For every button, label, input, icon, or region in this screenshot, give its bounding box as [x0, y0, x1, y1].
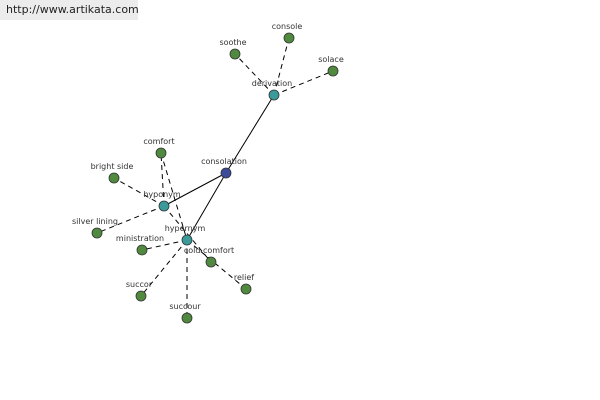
node [108, 172, 120, 184]
edge [186, 172, 227, 241]
site-url[interactable]: http://www.artikata.com [0, 0, 139, 20]
node-label: hypernym [165, 224, 206, 233]
node-label: derivation [252, 79, 292, 88]
node [268, 89, 280, 101]
node-label: hyponym [143, 190, 181, 199]
node [181, 234, 193, 246]
node-label: consolation [201, 157, 247, 166]
node-label: comfort [143, 137, 174, 146]
dashed-edge [186, 239, 247, 290]
node [327, 65, 339, 77]
node-label: succor [126, 280, 153, 289]
dashed-edge [160, 152, 188, 241]
node-label: solace [318, 55, 344, 64]
edge [225, 94, 275, 174]
node [91, 227, 103, 239]
node-label: bright side [91, 162, 134, 171]
node [283, 32, 295, 44]
dashed-edge [163, 205, 212, 263]
edge [163, 172, 227, 207]
node [205, 256, 217, 268]
dashed-edge [141, 239, 188, 251]
dashed-edge [140, 239, 188, 297]
node [181, 312, 193, 324]
node [135, 290, 147, 302]
node-label: ministration [116, 234, 164, 243]
node-label: relief [234, 273, 254, 282]
node [220, 167, 232, 179]
dashed-edge [113, 177, 165, 207]
node [136, 244, 148, 256]
node [158, 200, 170, 212]
dashed-edge [273, 37, 290, 96]
node-label: cold comfort [184, 246, 234, 255]
node [155, 147, 167, 159]
node-label: silver lining [72, 217, 118, 226]
node-label: succour [169, 302, 201, 311]
node-label: console [272, 22, 303, 31]
node-label: soothe [219, 38, 246, 47]
node [240, 283, 252, 295]
dashed-edge [234, 53, 275, 96]
node [229, 48, 241, 60]
dashed-edge [96, 205, 165, 234]
dashed-edge [273, 70, 334, 96]
